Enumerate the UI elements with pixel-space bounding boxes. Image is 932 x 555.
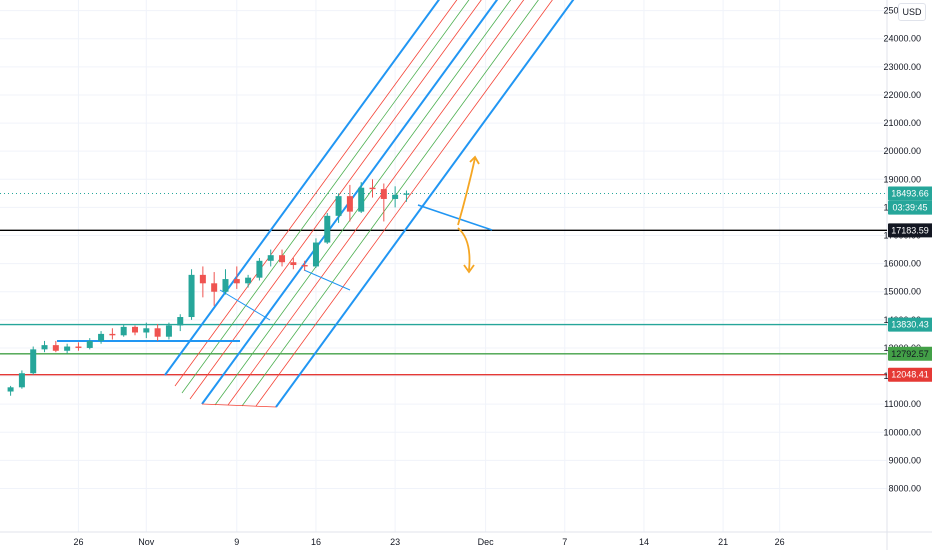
candle-body bbox=[41, 345, 48, 350]
fib-level-line bbox=[227, 0, 525, 406]
channel-lower-line bbox=[275, 0, 575, 408]
time-axis-tick: 21 bbox=[718, 537, 728, 547]
candle-body bbox=[143, 328, 150, 333]
fib-level-line bbox=[214, 0, 512, 406]
price-axis-tick: 16000.00 bbox=[883, 259, 921, 269]
channel-upper-line bbox=[164, 0, 440, 376]
time-axis-tick: 26 bbox=[73, 537, 83, 547]
currency-button[interactable]: USD bbox=[898, 3, 926, 21]
fib-level-line bbox=[181, 0, 470, 394]
candle-body bbox=[312, 242, 319, 267]
candle-body bbox=[120, 326, 127, 336]
candle-body bbox=[267, 255, 274, 261]
time-axis-tick: 14 bbox=[639, 537, 649, 547]
price-label-badge bbox=[888, 223, 932, 238]
price-axis-tick: 21000.00 bbox=[883, 118, 921, 128]
projection-arrow-down-head bbox=[463, 264, 475, 274]
price-label-text: 13830.43 bbox=[891, 320, 929, 330]
candle-body bbox=[290, 262, 297, 266]
price-label-badge bbox=[888, 186, 932, 201]
candle-body bbox=[75, 346, 82, 348]
candle-body bbox=[52, 345, 59, 351]
price-label-text: 17183.59 bbox=[891, 225, 929, 235]
price-axis-tick: 22000.00 bbox=[883, 90, 921, 100]
candle-body bbox=[256, 260, 263, 278]
candle-body bbox=[18, 373, 25, 388]
candle-body bbox=[346, 196, 353, 212]
drawing-tools bbox=[57, 0, 575, 408]
fib-level-line bbox=[241, 0, 539, 407]
candle-body bbox=[245, 277, 252, 284]
fib-level-line bbox=[255, 0, 553, 407]
candle-body bbox=[233, 279, 240, 284]
time-axis-tick: 26 bbox=[775, 537, 785, 547]
price-label-badge bbox=[888, 367, 932, 382]
candle-body bbox=[211, 283, 218, 292]
time-axis[interactable]: 26 Nov 9 16 23 Dec 7 14 21 26 bbox=[73, 537, 784, 547]
price-axis-tick: 9000.00 bbox=[888, 455, 921, 465]
pitchfork-base-line bbox=[201, 403, 277, 408]
price-axis[interactable]: 8000.009000.0010000.0011000.0012000.0013… bbox=[883, 2, 921, 494]
price-axis-tick: 19000.00 bbox=[883, 174, 921, 184]
candle-body bbox=[154, 328, 161, 337]
candle-body bbox=[109, 333, 116, 336]
fib-level-line bbox=[189, 0, 482, 400]
fib-level-line bbox=[174, 0, 458, 387]
price-labels: 18493.66 03:39:45 17183.59 13830.43 12792.57… bbox=[888, 186, 932, 382]
price-label-text: 12048.41 bbox=[891, 370, 929, 380]
price-axis-tick: 10000.00 bbox=[883, 427, 921, 437]
price-axis-tick: 11000.00 bbox=[884, 399, 921, 409]
projection-arrow-down bbox=[457, 227, 471, 271]
candle-body bbox=[86, 340, 93, 348]
candle-body bbox=[403, 193, 410, 195]
candle-body bbox=[222, 279, 229, 292]
candle-body bbox=[165, 325, 172, 337]
price-label-badge bbox=[888, 317, 932, 332]
candle-body bbox=[392, 194, 399, 199]
wedge-top-line bbox=[417, 204, 493, 231]
candles bbox=[7, 179, 410, 396]
channel-middle-line bbox=[201, 0, 499, 405]
candle-body bbox=[369, 187, 376, 190]
price-axis-tick: 15000.00 bbox=[883, 287, 921, 297]
candle-body bbox=[64, 346, 71, 351]
candle-body bbox=[358, 187, 365, 212]
price-axis-tick: 24000.00 bbox=[883, 34, 921, 44]
candle-body bbox=[324, 215, 331, 243]
price-label-text: 18493.66 bbox=[891, 189, 929, 199]
time-axis-tick: Nov bbox=[138, 537, 155, 547]
price-axis-tick: 8000.00 bbox=[888, 484, 921, 494]
candle-body bbox=[7, 387, 14, 392]
flag-line bbox=[303, 269, 351, 291]
time-axis-tick: 9 bbox=[234, 537, 239, 547]
price-axis-tick: 23000.00 bbox=[883, 62, 921, 72]
candle-body bbox=[380, 189, 387, 199]
candle-body bbox=[335, 196, 342, 216]
flag-line-2 bbox=[219, 289, 271, 321]
candle-body bbox=[188, 274, 195, 318]
candle-body bbox=[177, 317, 184, 326]
projection-arrow-up bbox=[457, 157, 476, 226]
candle-body bbox=[132, 326, 138, 333]
price-label-badge bbox=[888, 346, 932, 361]
candle-body bbox=[301, 265, 308, 267]
time-axis-tick: 23 bbox=[390, 537, 400, 547]
price-label-text: 12792.57 bbox=[891, 349, 929, 359]
time-axis-tick: Dec bbox=[478, 537, 495, 547]
projection-arrow-up-head bbox=[469, 155, 480, 165]
price-label-text: 03:39:45 bbox=[892, 203, 927, 213]
price-axis-tick: 20000.00 bbox=[883, 146, 921, 156]
candle-body bbox=[279, 255, 286, 263]
candle-body bbox=[98, 333, 105, 341]
candle-body bbox=[199, 274, 206, 284]
time-axis-tick: 7 bbox=[562, 537, 567, 547]
price-label-badge bbox=[888, 200, 932, 215]
time-axis-tick: 16 bbox=[311, 537, 321, 547]
horizontal-levels bbox=[0, 193, 887, 376]
candle-body bbox=[30, 349, 37, 374]
